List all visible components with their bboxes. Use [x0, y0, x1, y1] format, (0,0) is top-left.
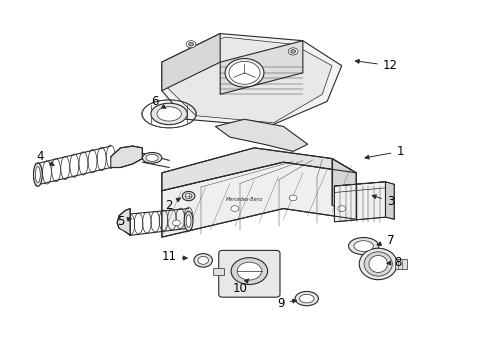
Polygon shape [111, 146, 142, 167]
Ellipse shape [157, 107, 181, 121]
Ellipse shape [142, 153, 162, 163]
Text: 11: 11 [162, 250, 187, 263]
Circle shape [224, 59, 264, 87]
Polygon shape [162, 33, 341, 126]
Text: 3: 3 [371, 195, 393, 208]
Polygon shape [331, 158, 356, 219]
Circle shape [287, 48, 297, 55]
Text: 12: 12 [355, 59, 397, 72]
Circle shape [228, 62, 260, 84]
Text: 8: 8 [386, 256, 401, 269]
Ellipse shape [294, 292, 318, 306]
Polygon shape [334, 182, 385, 222]
Circle shape [186, 41, 196, 48]
Text: 7: 7 [376, 234, 393, 247]
Ellipse shape [194, 253, 212, 267]
Ellipse shape [35, 167, 40, 183]
Text: 10: 10 [232, 279, 248, 296]
Circle shape [288, 195, 296, 201]
Ellipse shape [299, 294, 313, 303]
Polygon shape [166, 37, 331, 123]
Text: 2: 2 [165, 198, 180, 212]
Text: 6: 6 [150, 95, 165, 108]
Ellipse shape [186, 215, 191, 227]
Circle shape [172, 220, 180, 226]
Circle shape [188, 42, 193, 46]
Ellipse shape [237, 262, 261, 280]
Text: 5: 5 [117, 215, 131, 228]
Ellipse shape [198, 256, 208, 264]
Circle shape [230, 206, 238, 211]
Polygon shape [117, 208, 130, 235]
Circle shape [185, 194, 192, 199]
Text: 9: 9 [277, 297, 296, 310]
Ellipse shape [353, 241, 372, 251]
Ellipse shape [231, 258, 267, 284]
Text: Mercedes-Benz: Mercedes-Benz [225, 197, 263, 202]
Ellipse shape [348, 238, 378, 255]
Text: 4: 4 [37, 150, 54, 166]
Ellipse shape [359, 248, 396, 280]
Circle shape [290, 50, 295, 53]
Polygon shape [385, 182, 393, 219]
Ellipse shape [364, 252, 391, 276]
Polygon shape [220, 41, 302, 94]
Polygon shape [162, 148, 356, 191]
FancyBboxPatch shape [218, 250, 280, 297]
Polygon shape [334, 182, 385, 193]
Ellipse shape [146, 154, 158, 161]
Text: 1: 1 [364, 145, 403, 159]
Polygon shape [162, 162, 356, 237]
Circle shape [337, 206, 345, 211]
Polygon shape [162, 33, 220, 91]
Ellipse shape [33, 163, 42, 186]
Polygon shape [215, 119, 307, 152]
Ellipse shape [368, 255, 386, 273]
Bar [394, 259, 407, 269]
Circle shape [182, 192, 195, 201]
Ellipse shape [184, 211, 193, 231]
Bar [212, 267, 223, 275]
Ellipse shape [151, 103, 187, 125]
